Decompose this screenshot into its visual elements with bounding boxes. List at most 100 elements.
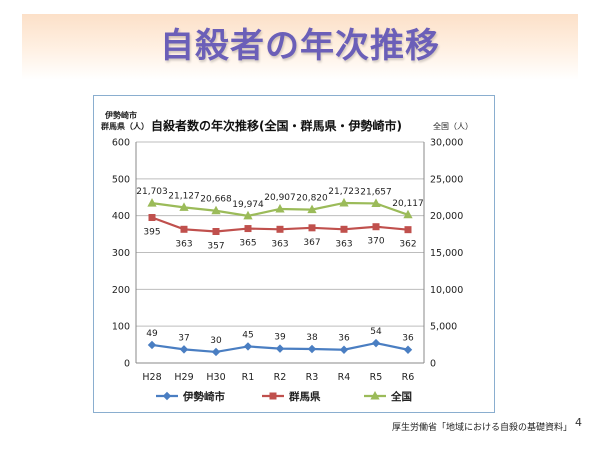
series-marker bbox=[307, 344, 317, 354]
x-tick-labels: H28 H29 H30 R1 R2 R3 R4 R5 R6 bbox=[142, 372, 414, 383]
left-tick-label: 100 bbox=[112, 322, 130, 333]
left-tick-label: 400 bbox=[112, 211, 130, 222]
x-tick-label: R1 bbox=[242, 372, 255, 383]
gridlines bbox=[135, 141, 425, 364]
left-axis-label-pref: 群馬県（人） bbox=[100, 121, 149, 131]
series-marker bbox=[212, 228, 220, 236]
data-label: 30 bbox=[210, 336, 222, 346]
data-label: 365 bbox=[239, 239, 256, 249]
series-marker bbox=[179, 345, 189, 354]
data-labels: 49 37 30 45 39 38 36 54 36 395 363 357 365 363 367 363 3… bbox=[136, 187, 424, 346]
left-axis-label-city: 伊勢崎市 bbox=[104, 110, 137, 120]
data-label: 36 bbox=[402, 334, 414, 344]
data-label: 20,117 bbox=[392, 199, 424, 209]
data-label: 39 bbox=[274, 333, 286, 343]
data-label: 21,657 bbox=[360, 187, 392, 197]
series-marker bbox=[403, 345, 413, 354]
legend-label: 伊勢崎市 bbox=[182, 390, 225, 403]
series-marker bbox=[340, 225, 348, 233]
slide-title: 自殺者の年次推移 bbox=[160, 26, 440, 66]
source-note: 厚生労働省「地域における自殺の基礎資料」 bbox=[391, 423, 572, 433]
data-label: 367 bbox=[303, 238, 320, 248]
series-marker bbox=[211, 205, 221, 215]
data-label: 45 bbox=[242, 330, 253, 340]
data-label: 362 bbox=[399, 240, 416, 250]
data-label: 49 bbox=[146, 329, 158, 339]
series-marker bbox=[162, 391, 172, 401]
series-marker bbox=[371, 338, 381, 348]
data-label: 370 bbox=[367, 237, 384, 247]
left-tick-label: 500 bbox=[112, 174, 130, 185]
series-marker bbox=[147, 340, 157, 350]
legend-label: 群馬県 bbox=[289, 390, 321, 403]
data-label: 54 bbox=[370, 327, 382, 337]
data-label: 38 bbox=[306, 333, 318, 343]
data-label: 395 bbox=[143, 228, 160, 238]
series-marker bbox=[404, 226, 412, 234]
left-tick-label: 200 bbox=[112, 285, 130, 296]
right-tick-labels: 0 5,000 10,000 15,000 20,000 25,000 30,000 bbox=[430, 138, 463, 370]
data-label: 20,820 bbox=[296, 194, 328, 204]
left-tick-label: 300 bbox=[112, 248, 130, 259]
data-label: 21,703 bbox=[136, 187, 168, 197]
right-axis-label: 全国（人） bbox=[433, 121, 473, 131]
right-tick-label: 10,000 bbox=[430, 285, 463, 296]
series-marker bbox=[276, 225, 284, 233]
series-marker bbox=[372, 223, 380, 231]
data-label: 37 bbox=[178, 333, 189, 343]
series-marker bbox=[308, 224, 316, 232]
left-tick-label: 0 bbox=[124, 359, 130, 370]
x-tick-label: R4 bbox=[338, 372, 351, 383]
data-label: 19,974 bbox=[232, 200, 264, 210]
page-number: 4 bbox=[575, 416, 582, 429]
right-tick-label: 5,000 bbox=[430, 322, 457, 333]
series-marker bbox=[371, 198, 381, 207]
series-marker bbox=[275, 344, 285, 353]
legend-label: 全国 bbox=[390, 390, 412, 403]
left-tick-labels: 0 100 200 300 400 500 600 bbox=[112, 138, 130, 370]
series-marker bbox=[148, 214, 156, 222]
line-chart: 伊勢崎市 群馬県（人） 自殺者数の年次推移(全国・群馬県・伊勢崎市) 全国（人）… bbox=[100, 110, 473, 403]
series-marker bbox=[339, 345, 349, 354]
chart-title: 自殺者数の年次推移(全国・群馬県・伊勢崎市) bbox=[151, 118, 402, 133]
x-tick-label: H30 bbox=[206, 372, 225, 383]
data-label: 363 bbox=[335, 239, 352, 249]
series-marker bbox=[179, 202, 189, 211]
legend: 伊勢崎市 群馬県 全国 bbox=[156, 390, 412, 403]
series-marker bbox=[275, 203, 285, 213]
data-label: 20,907 bbox=[264, 193, 296, 203]
x-tick-label: H29 bbox=[174, 372, 193, 383]
right-tick-label: 15,000 bbox=[430, 248, 463, 259]
data-label: 357 bbox=[207, 242, 224, 252]
right-tick-label: 25,000 bbox=[430, 174, 463, 185]
left-tick-label: 600 bbox=[112, 138, 130, 149]
series-marker bbox=[370, 390, 380, 400]
x-tick-label: R5 bbox=[370, 372, 383, 383]
x-tick-label: R6 bbox=[402, 372, 415, 383]
series-marker bbox=[243, 342, 253, 351]
series-marker bbox=[147, 198, 157, 207]
title-banner bbox=[22, 14, 578, 80]
data-label: 20,668 bbox=[200, 195, 232, 205]
data-label: 21,127 bbox=[168, 191, 200, 201]
data-label: 363 bbox=[175, 239, 192, 249]
x-tick-label: H28 bbox=[142, 372, 161, 383]
chart-frame: 伊勢崎市 群馬県（人） 自殺者数の年次推移(全国・群馬県・伊勢崎市) 全国（人）… bbox=[93, 95, 495, 413]
series-marker bbox=[307, 204, 317, 214]
series-lines bbox=[147, 197, 413, 357]
x-tick-label: R2 bbox=[274, 372, 287, 383]
series-marker bbox=[403, 209, 413, 219]
data-label: 21,723 bbox=[328, 187, 360, 197]
series-marker bbox=[269, 392, 277, 400]
series-marker bbox=[243, 210, 253, 220]
series-marker bbox=[244, 225, 252, 233]
data-label: 36 bbox=[338, 334, 350, 344]
data-label: 363 bbox=[271, 239, 288, 249]
series-marker bbox=[211, 347, 221, 357]
right-tick-label: 0 bbox=[430, 359, 436, 370]
series-marker bbox=[339, 197, 349, 207]
x-tick-label: R3 bbox=[306, 372, 319, 383]
right-tick-label: 30,000 bbox=[430, 138, 463, 149]
series-marker bbox=[180, 225, 188, 233]
right-tick-label: 20,000 bbox=[430, 211, 463, 222]
